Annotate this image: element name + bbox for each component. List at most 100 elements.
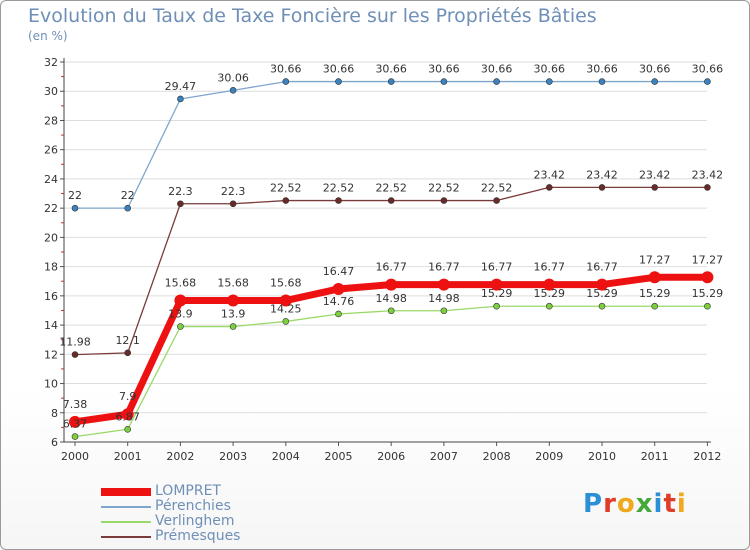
data-label: 30.66 — [692, 63, 724, 76]
data-label: 23.42 — [692, 168, 724, 181]
logo-letter: t — [663, 489, 677, 519]
data-label: 29.47 — [165, 80, 197, 93]
data-label: 16.77 — [428, 261, 460, 274]
data-label: 15.68 — [165, 277, 197, 290]
data-point — [121, 408, 134, 421]
data-label: 30.66 — [586, 63, 618, 76]
data-label: 30.66 — [270, 63, 302, 76]
data-point — [598, 184, 606, 191]
data-label: 15.29 — [692, 287, 724, 300]
x-tick-label: 2000 — [61, 450, 89, 463]
data-point — [704, 302, 711, 310]
data-label: 22.52 — [428, 182, 460, 195]
legend-label: LOMPRET — [155, 483, 221, 499]
data-point — [704, 78, 711, 85]
data-label: 12.1 — [115, 334, 140, 347]
data-point — [493, 78, 500, 85]
x-tick-label: 2004 — [272, 450, 300, 463]
data-label: 22.3 — [221, 185, 246, 198]
data-label: 30.66 — [428, 63, 460, 76]
y-tick-label: 14 — [44, 319, 58, 332]
data-label: 14.76 — [323, 295, 355, 308]
data-point — [71, 351, 79, 358]
data-label: 16.77 — [586, 261, 618, 274]
data-label: 15.29 — [586, 287, 618, 300]
data-point — [332, 282, 345, 295]
data-point — [229, 87, 237, 94]
data-point — [335, 197, 342, 204]
data-point — [651, 302, 659, 310]
data-point — [701, 271, 714, 284]
legend-label: Verlinghem — [155, 513, 235, 529]
data-label: 16.47 — [323, 265, 355, 278]
data-label: 22.3 — [168, 185, 193, 198]
data-label: 15.29 — [639, 287, 671, 300]
data-label: 14.98 — [428, 292, 460, 305]
logo-letter: r — [603, 489, 617, 519]
data-label: 14.98 — [375, 292, 407, 305]
x-tick-label: 2006 — [377, 450, 405, 463]
x-tick-label: 2011 — [641, 450, 669, 463]
data-point — [493, 197, 500, 204]
data-point — [124, 204, 131, 212]
y-tick-label: 24 — [44, 173, 58, 186]
data-label: 15.68 — [270, 277, 302, 290]
y-tick-label: 16 — [44, 290, 58, 303]
y-unit-label: (en %) — [28, 29, 68, 43]
data-label: 30.66 — [323, 63, 355, 76]
data-point — [385, 278, 398, 291]
logo-letter: o — [616, 489, 636, 519]
data-label: 23.42 — [639, 168, 671, 181]
data-point — [440, 78, 448, 85]
data-point — [545, 78, 553, 85]
data-label: 30.66 — [375, 63, 407, 76]
data-label: 17.27 — [692, 253, 724, 266]
data-label: 16.77 — [375, 261, 407, 274]
data-point — [651, 184, 659, 191]
data-point — [177, 323, 184, 330]
data-label: 23.42 — [534, 168, 566, 181]
data-point — [437, 278, 450, 291]
data-point — [596, 278, 608, 291]
x-tick-label: 2005 — [325, 450, 353, 463]
data-point — [124, 349, 131, 357]
y-tick-label: 20 — [44, 231, 58, 244]
legend-label: Pérenchies — [155, 498, 231, 514]
data-point — [598, 78, 606, 85]
data-point — [387, 78, 395, 85]
data-point — [648, 271, 661, 284]
y-tick-label: 12 — [44, 348, 58, 361]
y-tick-label: 8 — [51, 407, 58, 420]
proxiti-logo: Proxiti — [583, 489, 687, 519]
y-tick-label: 22 — [44, 202, 58, 215]
data-point — [387, 197, 395, 204]
y-tick-label: 26 — [44, 144, 58, 157]
data-point — [335, 78, 342, 85]
data-point — [335, 310, 342, 318]
data-label: 22.52 — [481, 182, 513, 195]
data-point — [493, 302, 500, 310]
x-tick-label: 2002 — [166, 450, 194, 463]
data-point — [229, 200, 237, 208]
data-label: 16.77 — [481, 261, 513, 274]
data-label: 23.42 — [586, 168, 618, 181]
data-label: 15.29 — [481, 287, 513, 300]
legend-swatch — [101, 535, 151, 538]
legend-swatch — [101, 487, 151, 496]
data-point — [124, 425, 131, 433]
logo-letter: x — [635, 489, 654, 519]
y-tick-label: 10 — [44, 378, 58, 391]
data-point — [490, 278, 503, 291]
data-point — [545, 302, 553, 310]
data-label: 30.66 — [639, 63, 671, 76]
data-point — [440, 307, 448, 315]
data-label: 30.66 — [481, 63, 513, 76]
x-tick-label: 2007 — [430, 450, 458, 463]
x-tick-label: 2003 — [219, 450, 247, 463]
data-label: 16.77 — [534, 261, 566, 274]
data-label: 15.29 — [534, 287, 566, 300]
x-tick-label: 2012 — [693, 450, 721, 463]
data-label: 30.66 — [534, 63, 566, 76]
legend-swatch — [101, 520, 151, 523]
